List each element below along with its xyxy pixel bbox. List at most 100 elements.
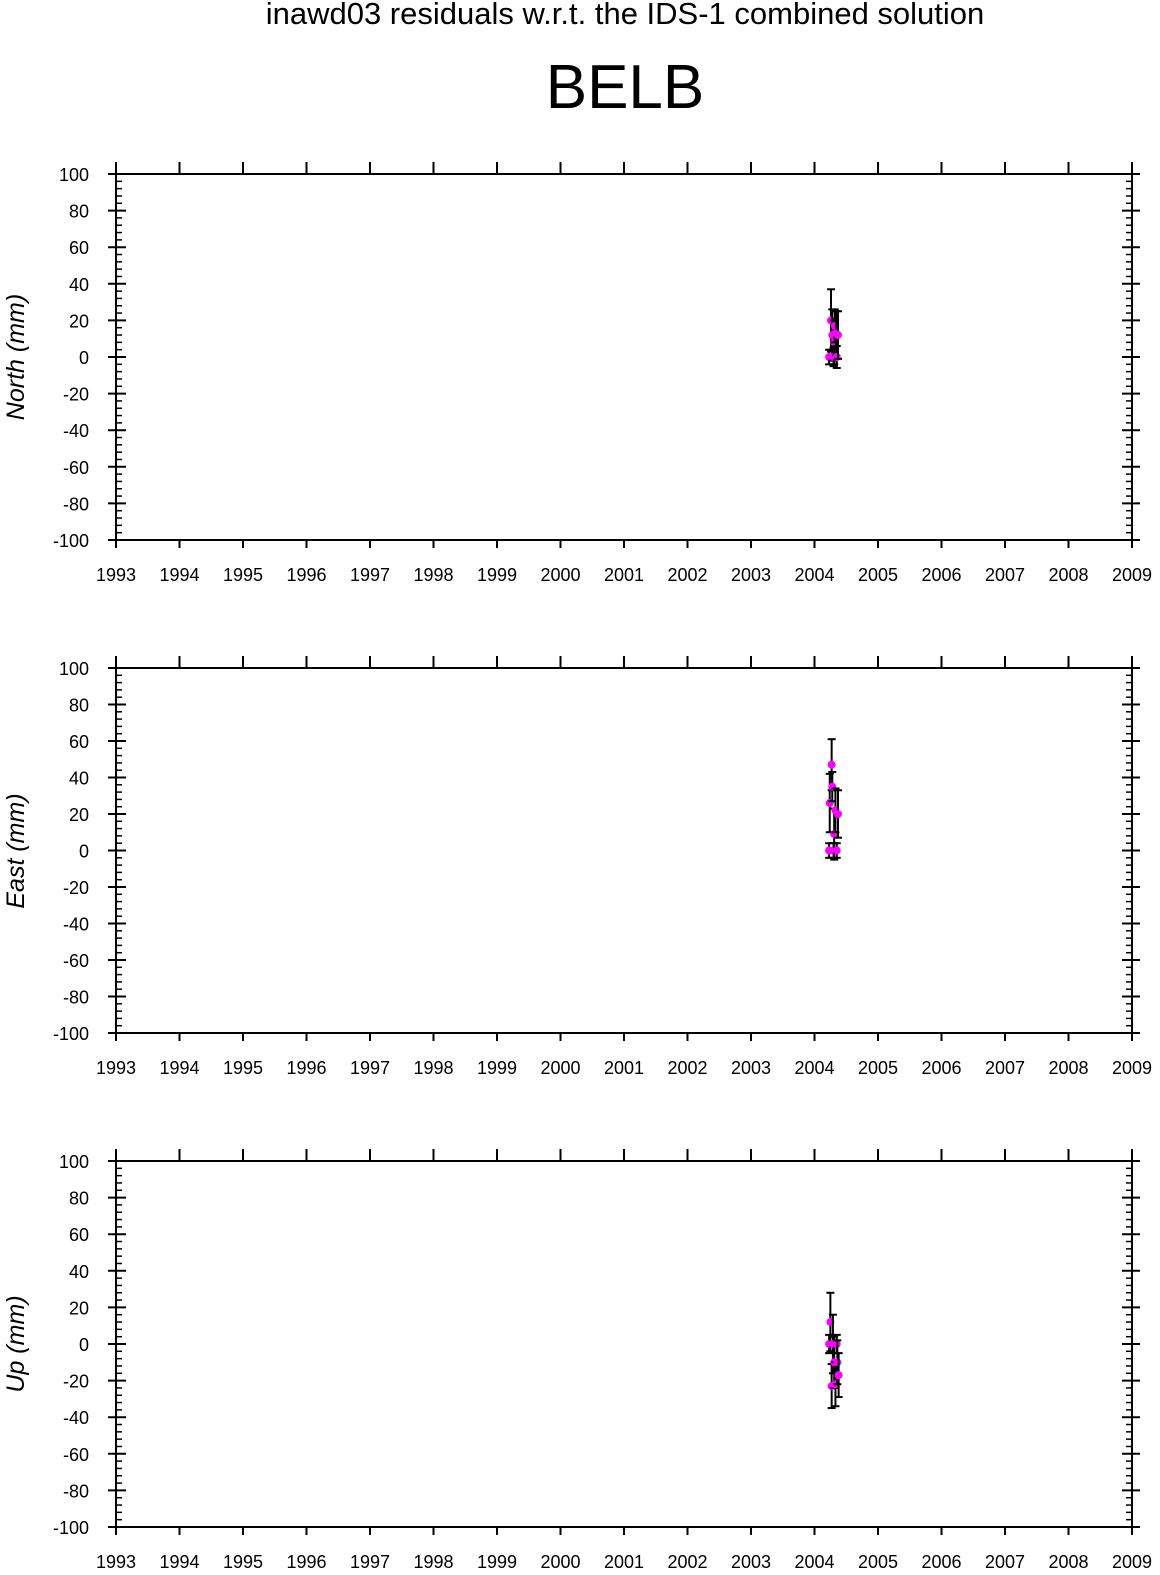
x-tick-label: 1999: [477, 1058, 517, 1078]
y-tick-label: -60: [63, 1445, 89, 1465]
x-tick-label: 2004: [794, 1552, 834, 1572]
chart-title: inawd03 residuals w.r.t. the IDS-1 combi…: [265, 0, 985, 31]
panel-up: 1993 1994 1995 1996 1997 1998 1999 2000 2001 2002…: [2, 1149, 1152, 1572]
y-tick-label: 40: [69, 1262, 89, 1282]
x-tick-label: 1997: [350, 1058, 390, 1078]
x-tick-label: 2005: [858, 1552, 898, 1572]
x-tick-label: 1997: [350, 1552, 390, 1572]
data-point: [832, 846, 841, 855]
plot-frame: [115, 173, 1133, 541]
y-tick-label: -80: [63, 1481, 89, 1501]
y-tick-label: 60: [69, 732, 89, 752]
y-tick-label: -60: [63, 458, 89, 478]
y-tick-label: 100: [59, 659, 89, 679]
x-tick-label: 1994: [159, 1552, 199, 1572]
x-tick-label: 2008: [1048, 1552, 1088, 1572]
y-tick-label: -80: [63, 494, 89, 514]
y-tick-label: 100: [59, 165, 89, 185]
y-tick-label: -100: [53, 531, 89, 551]
x-tick-label: 2001: [604, 1552, 644, 1572]
x-tick-label: 1993: [96, 565, 136, 585]
plot-frame: [115, 667, 1133, 1034]
x-tick-label: 1995: [223, 1552, 263, 1572]
y-tick-label: -40: [63, 421, 89, 441]
data-point: [833, 810, 842, 818]
y-tick-label: -20: [63, 1372, 89, 1392]
x-tick-label: 2007: [985, 1552, 1025, 1572]
x-tick-label: 1995: [223, 565, 263, 585]
x-tick-label: 2008: [1048, 1058, 1088, 1078]
x-tick-label: 1997: [350, 565, 390, 585]
x-tick-label: 1998: [413, 1058, 453, 1078]
x-tick-label: 2004: [794, 1058, 834, 1078]
data-point: [834, 1371, 843, 1380]
x-tick-label: 2006: [921, 565, 961, 585]
y-tick-label: -40: [63, 1408, 89, 1428]
y-tick-label: 0: [79, 1335, 89, 1355]
y-tick-label: 80: [69, 1189, 89, 1209]
y-tick-label: 80: [69, 696, 89, 716]
x-tick-label: 2000: [540, 1552, 580, 1572]
x-tick-label: 1993: [96, 1058, 136, 1078]
plot-frame: [115, 1160, 1133, 1528]
data-point: [833, 331, 842, 340]
x-tick-label: 2003: [731, 1058, 771, 1078]
y-tick-label: -100: [53, 1024, 89, 1044]
x-tick-label: 2003: [731, 565, 771, 585]
x-tick-label: 2002: [667, 565, 707, 585]
x-tick-label: 1996: [286, 565, 326, 585]
y-axis-label: Up (mm): [2, 1295, 30, 1392]
y-tick-label: 20: [69, 1298, 89, 1318]
y-tick-label: -20: [63, 878, 89, 898]
x-tick-label: 2005: [858, 1058, 898, 1078]
y-tick-label: -60: [63, 951, 89, 971]
x-tick-label: 2000: [540, 1058, 580, 1078]
y-tick-label: -40: [63, 915, 89, 935]
x-tick-label: 2002: [667, 1058, 707, 1078]
x-tick-label: 1999: [477, 565, 517, 585]
x-tick-label: 1994: [159, 565, 199, 585]
data-point: [833, 1358, 842, 1367]
x-tick-label: 1993: [96, 1552, 136, 1572]
x-tick-label: 2009: [1112, 565, 1152, 585]
x-tick-label: 2008: [1048, 565, 1088, 585]
station-name: BELB: [545, 53, 705, 122]
y-tick-label: 40: [69, 769, 89, 789]
y-tick-label: -80: [63, 988, 89, 1008]
y-tick-label: -100: [53, 1518, 89, 1538]
x-tick-label: 2003: [731, 1552, 771, 1572]
panel-east: 1993 1994 1995 1996 1997 1998 1999 2000 2001 2002…: [2, 656, 1152, 1078]
x-tick-label: 2006: [921, 1552, 961, 1572]
panel-north: 1993 1994 1995 1996 1997 1998 1999 2000 2001 2002…: [2, 162, 1152, 585]
y-tick-label: 20: [69, 311, 89, 331]
y-tick-label: 100: [59, 1152, 89, 1172]
y-tick-label: 60: [69, 1225, 89, 1245]
data-point: [827, 760, 836, 769]
y-tick-label: 40: [69, 275, 89, 295]
x-tick-label: 2000: [540, 565, 580, 585]
x-tick-label: 2009: [1112, 1552, 1152, 1572]
x-tick-label: 2001: [604, 565, 644, 585]
x-tick-label: 2005: [858, 565, 898, 585]
x-tick-label: 1995: [223, 1058, 263, 1078]
y-tick-label: 20: [69, 805, 89, 825]
x-tick-label: 2006: [921, 1058, 961, 1078]
x-tick-label: 2007: [985, 1058, 1025, 1078]
x-tick-label: 2009: [1112, 1058, 1152, 1078]
y-tick-label: 0: [79, 348, 89, 368]
x-tick-label: 2001: [604, 1058, 644, 1078]
x-tick-label: 1996: [286, 1058, 326, 1078]
y-axis-label: East (mm): [2, 793, 30, 908]
x-tick-label: 2004: [794, 565, 834, 585]
x-tick-label: 1998: [413, 1552, 453, 1572]
x-tick-label: 1999: [477, 1552, 517, 1572]
x-tick-label: 1994: [159, 1058, 199, 1078]
y-tick-label: -20: [63, 385, 89, 405]
y-tick-label: 80: [69, 202, 89, 222]
x-tick-label: 2002: [667, 1552, 707, 1572]
y-tick-label: 60: [69, 238, 89, 258]
x-tick-label: 1998: [413, 565, 453, 585]
y-axis-label: North (mm): [2, 294, 30, 420]
x-tick-label: 2007: [985, 565, 1025, 585]
